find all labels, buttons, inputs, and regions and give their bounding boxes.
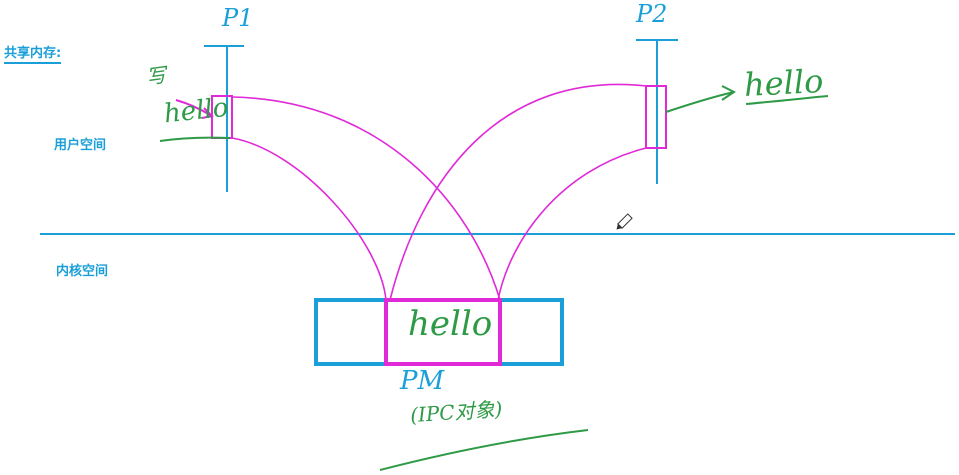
p2-buffer-text: hello [743,61,825,105]
pm-title: PM [400,366,445,396]
p2-read-arrow-head [721,85,736,101]
p2-mapping-curve-left [389,83,647,301]
p2-hello-underline [745,95,829,105]
p2-title: P2 [636,0,668,28]
shared-memory-heading: 共享内存: [4,42,62,64]
p1-mapping-curve-left [231,137,387,301]
shared-memory-text: hello [408,304,493,344]
p2-read-arrow [665,91,735,113]
p2-user-buffer [645,85,667,149]
kernel-space-label: 内核空间 [56,264,109,279]
p1-hello-underline [159,136,231,142]
p1-write-arrow-head [201,107,215,119]
user-space-label: 用户空间 [54,138,107,153]
p1-write-label: 写 [144,62,168,90]
pencil-icon [616,213,633,230]
shared-memory-region [384,298,502,366]
p1-title: P1 [222,4,254,32]
p1-mapping-curve-right [231,96,501,301]
p2-mapping-curve-right [497,147,647,301]
pm-underline [379,429,589,471]
